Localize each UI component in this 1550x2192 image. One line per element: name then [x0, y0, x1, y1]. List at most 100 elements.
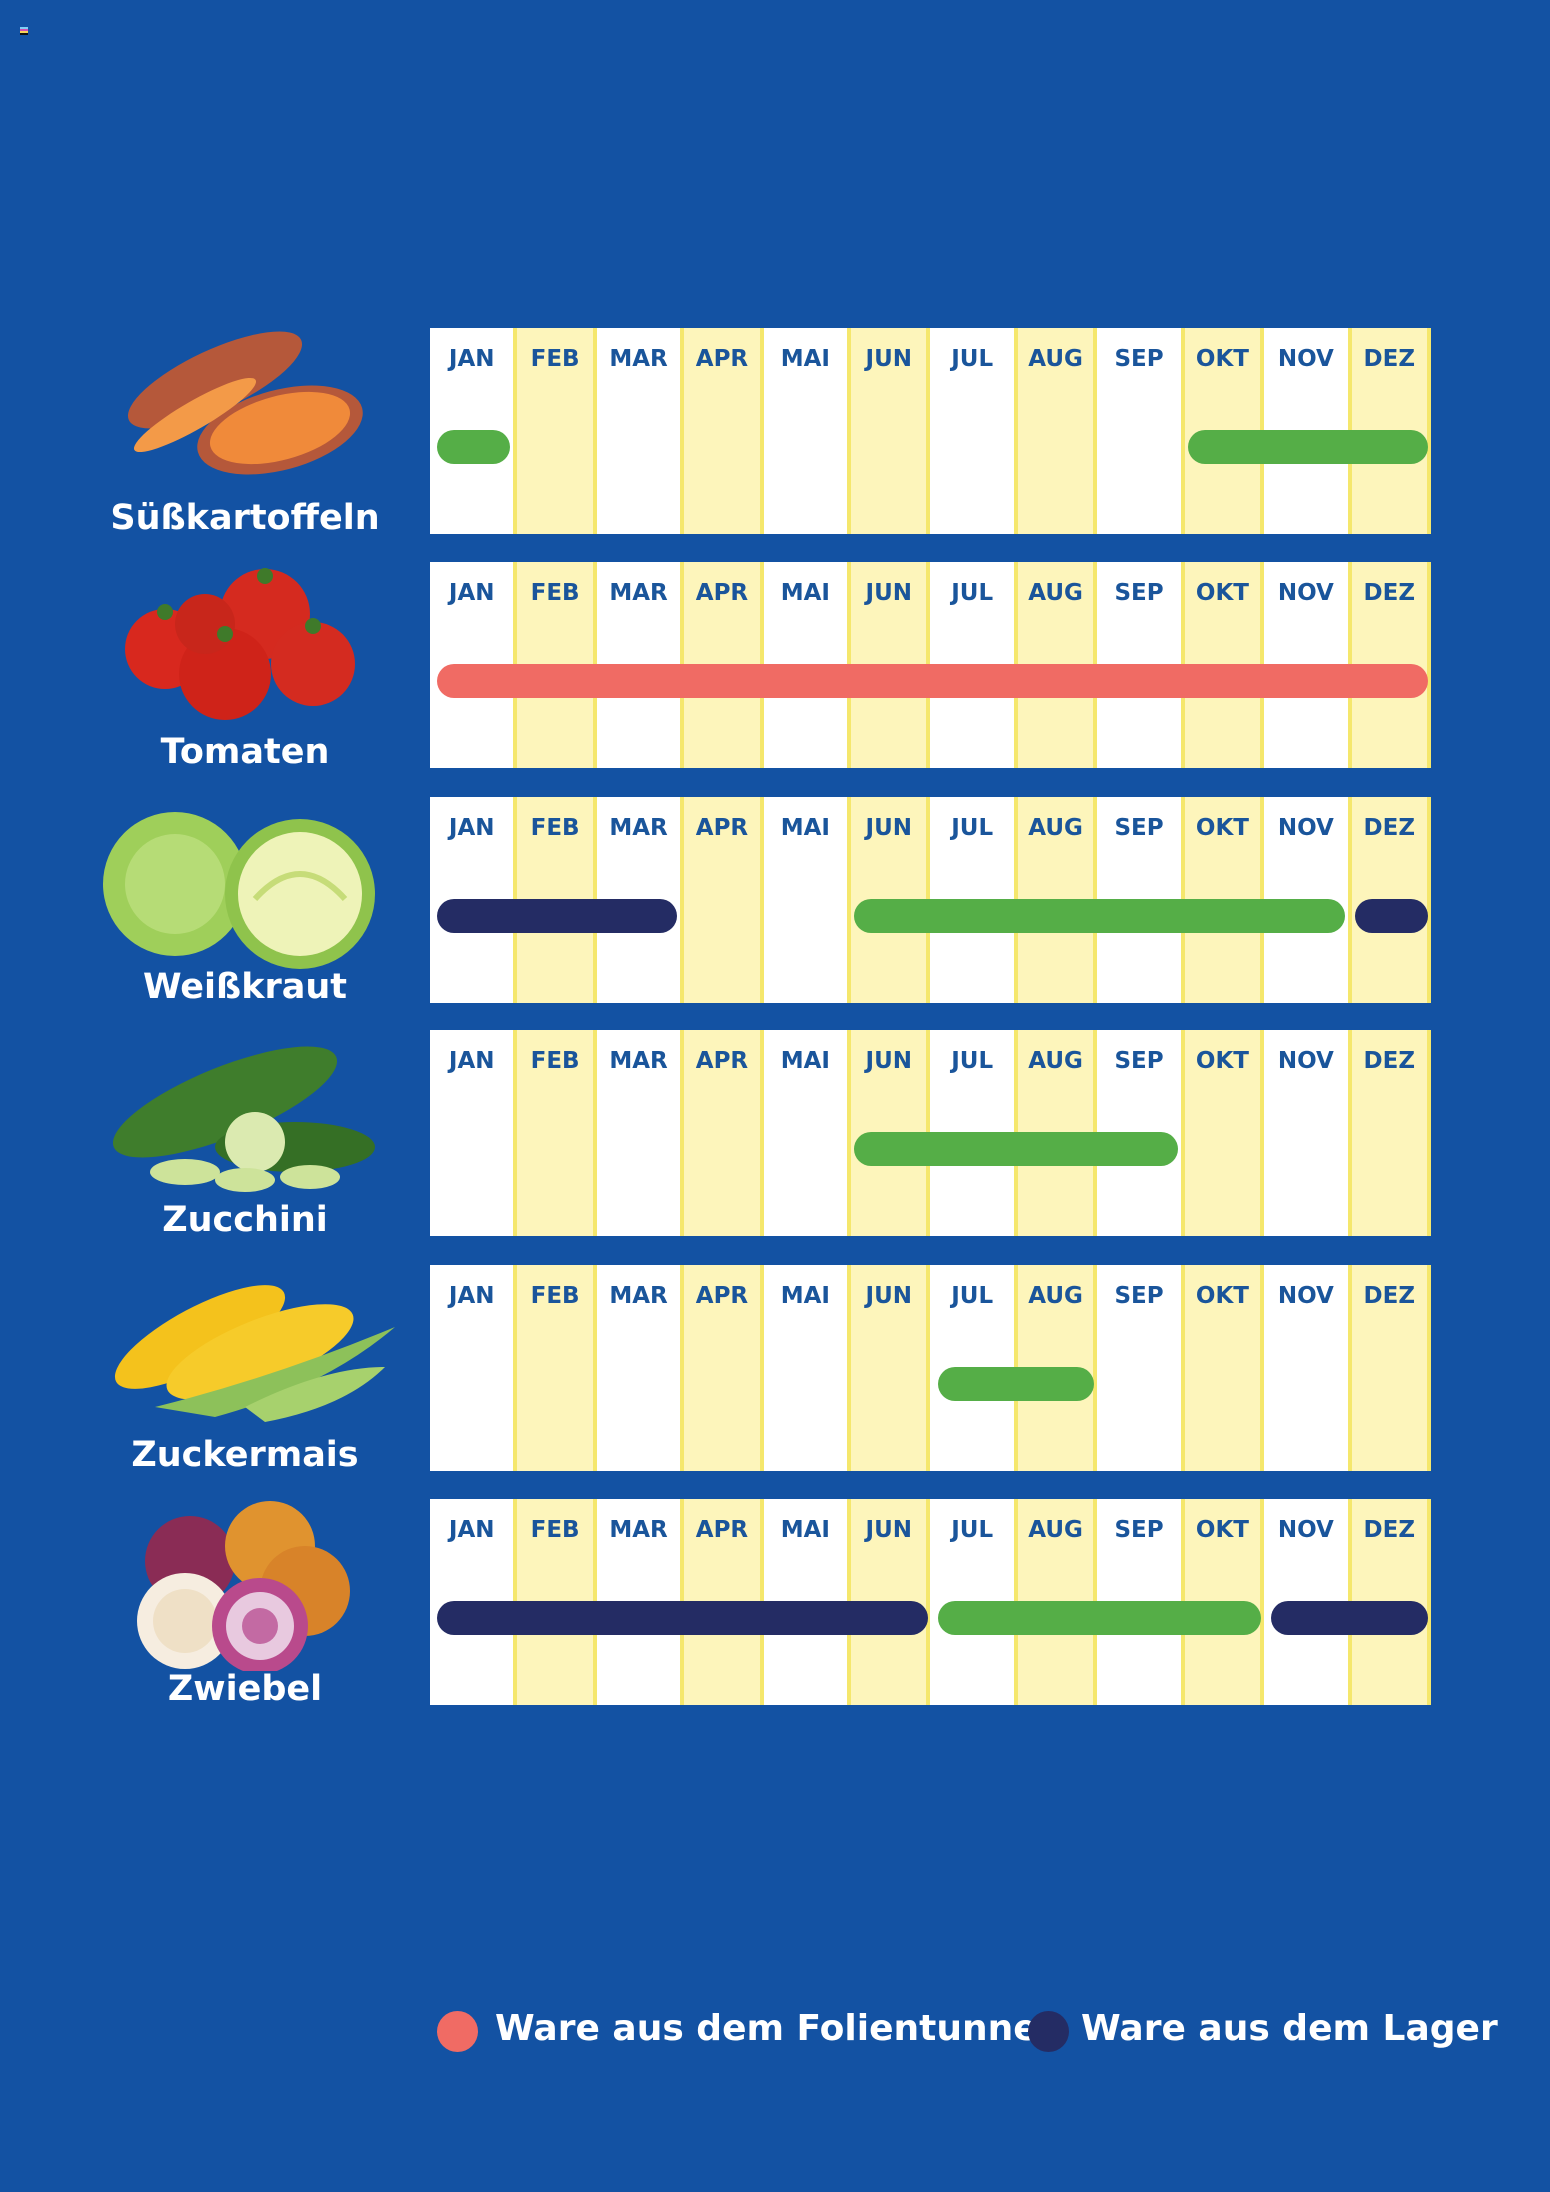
month-column: JUL	[931, 1265, 1014, 1471]
legend-dot-lager	[1028, 2011, 1069, 2052]
month-label: MAR	[609, 580, 668, 606]
month-grid: JAN FEB MAR APR MAI JUN JUL AUG SEP OKT NOV DEZ	[430, 328, 1431, 534]
month-label: MAR	[609, 1048, 668, 1074]
month-column: APR	[680, 328, 764, 534]
month-label: JAN	[448, 815, 495, 841]
month-label: FEB	[530, 1283, 580, 1309]
month-label: NOV	[1277, 1517, 1334, 1543]
month-column: JAN	[430, 1499, 513, 1705]
month-label: AUG	[1028, 346, 1083, 372]
month-column: SEP	[1097, 797, 1180, 1003]
season-bar-lager	[437, 1601, 928, 1635]
month-column: JUL	[931, 1030, 1014, 1236]
vegetable-row: Zuckermais JAN FEB MAR APR MAI JUN JUL AUG SEP OKT…	[0, 1265, 1550, 1475]
month-column: JAN	[430, 328, 513, 534]
month-label: JUL	[951, 815, 994, 841]
month-column: APR	[680, 797, 764, 1003]
month-label: JAN	[448, 580, 495, 606]
onion-icon	[95, 1491, 395, 1674]
month-column: JUL	[931, 797, 1014, 1003]
month-column: DEZ	[1347, 1265, 1431, 1471]
month-grid: JAN FEB MAR APR MAI JUN JUL AUG SEP OKT NOV DEZ	[430, 562, 1431, 768]
month-label: OKT	[1195, 1517, 1249, 1543]
cabbage-icon	[95, 789, 395, 969]
month-label: OKT	[1195, 815, 1249, 841]
month-grid: JAN FEB MAR APR MAI JUN JUL AUG SEP OKT NOV DEZ	[430, 1265, 1431, 1471]
month-label: DEZ	[1363, 815, 1416, 841]
month-label: FEB	[530, 815, 580, 841]
month-label: JUL	[951, 1283, 994, 1309]
season-bar-folientunnel	[437, 664, 1428, 698]
corn-icon	[95, 1257, 395, 1437]
vegetable-row: Tomaten JAN FEB MAR APR MAI JUN JUL AUG SEP OKT NOV…	[0, 562, 1550, 772]
month-column: FEB	[513, 328, 597, 534]
month-grid: JAN FEB MAR APR MAI JUN JUL AUG SEP OKT NOV DEZ	[430, 797, 1431, 1003]
sweet-potato-icon	[95, 320, 395, 500]
month-label: DEZ	[1363, 1048, 1416, 1074]
month-column: SEP	[1097, 562, 1180, 768]
month-label: APR	[695, 1283, 749, 1309]
month-column: OKT	[1180, 1030, 1265, 1236]
tomato-icon	[95, 554, 395, 734]
month-label: JUN	[865, 1048, 913, 1074]
month-label: MAR	[609, 1283, 668, 1309]
month-column: JUL	[931, 328, 1014, 534]
month-label: NOV	[1277, 1048, 1334, 1074]
month-column: NOV	[1264, 797, 1347, 1003]
season-bar-lager	[1271, 1601, 1428, 1635]
legend: Ware aus dem Folientunnel Ware aus dem L…	[0, 2008, 1550, 2054]
month-column: MAR	[597, 562, 680, 768]
month-column: FEB	[513, 1030, 597, 1236]
month-label: JUL	[951, 580, 994, 606]
month-label: OKT	[1195, 1048, 1249, 1074]
month-column: SEP	[1097, 328, 1180, 534]
vegetable-name: Süßkartoffeln	[110, 498, 380, 538]
season-bar-feld	[937, 1367, 1095, 1401]
month-label: NOV	[1277, 580, 1334, 606]
month-label: JUN	[865, 815, 913, 841]
month-column: NOV	[1264, 1499, 1347, 1705]
month-label: DEZ	[1363, 1283, 1416, 1309]
month-label: JUL	[951, 1048, 994, 1074]
month-label: JUL	[951, 1517, 994, 1543]
season-bar-feld	[1187, 430, 1428, 464]
month-column: JAN	[430, 562, 513, 768]
month-label: AUG	[1028, 1517, 1083, 1543]
month-label: OKT	[1195, 580, 1249, 606]
month-column: MAR	[597, 797, 680, 1003]
month-label: AUG	[1028, 580, 1083, 606]
month-label: JAN	[448, 1048, 495, 1074]
month-label: MAR	[609, 1517, 668, 1543]
vegetable-name: Tomaten	[160, 732, 330, 772]
month-column: MAI	[764, 1265, 847, 1471]
month-column: JUL	[931, 562, 1014, 768]
season-bar-lager	[437, 899, 678, 933]
month-column: JUN	[847, 328, 931, 534]
month-label: MAI	[780, 1283, 830, 1309]
month-grid: JAN FEB MAR APR MAI JUN JUL AUG SEP OKT NOV DEZ	[430, 1030, 1431, 1236]
month-column: JUL	[931, 1499, 1014, 1705]
month-label: FEB	[530, 1517, 580, 1543]
month-label: SEP	[1114, 1283, 1164, 1309]
month-label: APR	[695, 1517, 749, 1543]
month-column: SEP	[1097, 1030, 1180, 1236]
flag-icon	[20, 20, 28, 35]
month-column: JUN	[847, 1265, 931, 1471]
month-column: NOV	[1264, 1265, 1347, 1471]
month-label: OKT	[1195, 346, 1249, 372]
month-column: MAI	[764, 1499, 847, 1705]
month-grid: JAN FEB MAR APR MAI JUN JUL AUG SEP OKT NOV DEZ	[430, 1499, 1431, 1705]
month-label: APR	[695, 580, 749, 606]
month-column: NOV	[1264, 328, 1347, 534]
month-column: OKT	[1180, 1265, 1265, 1471]
month-label: DEZ	[1363, 346, 1416, 372]
month-label: FEB	[530, 346, 580, 372]
month-label: SEP	[1114, 1517, 1164, 1543]
month-label: APR	[695, 346, 749, 372]
vegetable-row: Süßkartoffeln JAN FEB MAR APR MAI JUN JUL AUG SEP…	[0, 328, 1550, 538]
month-label: SEP	[1114, 580, 1164, 606]
month-label: JUN	[865, 1517, 913, 1543]
month-column: NOV	[1264, 1030, 1347, 1236]
month-column: JAN	[430, 797, 513, 1003]
month-column: MAR	[597, 1499, 680, 1705]
